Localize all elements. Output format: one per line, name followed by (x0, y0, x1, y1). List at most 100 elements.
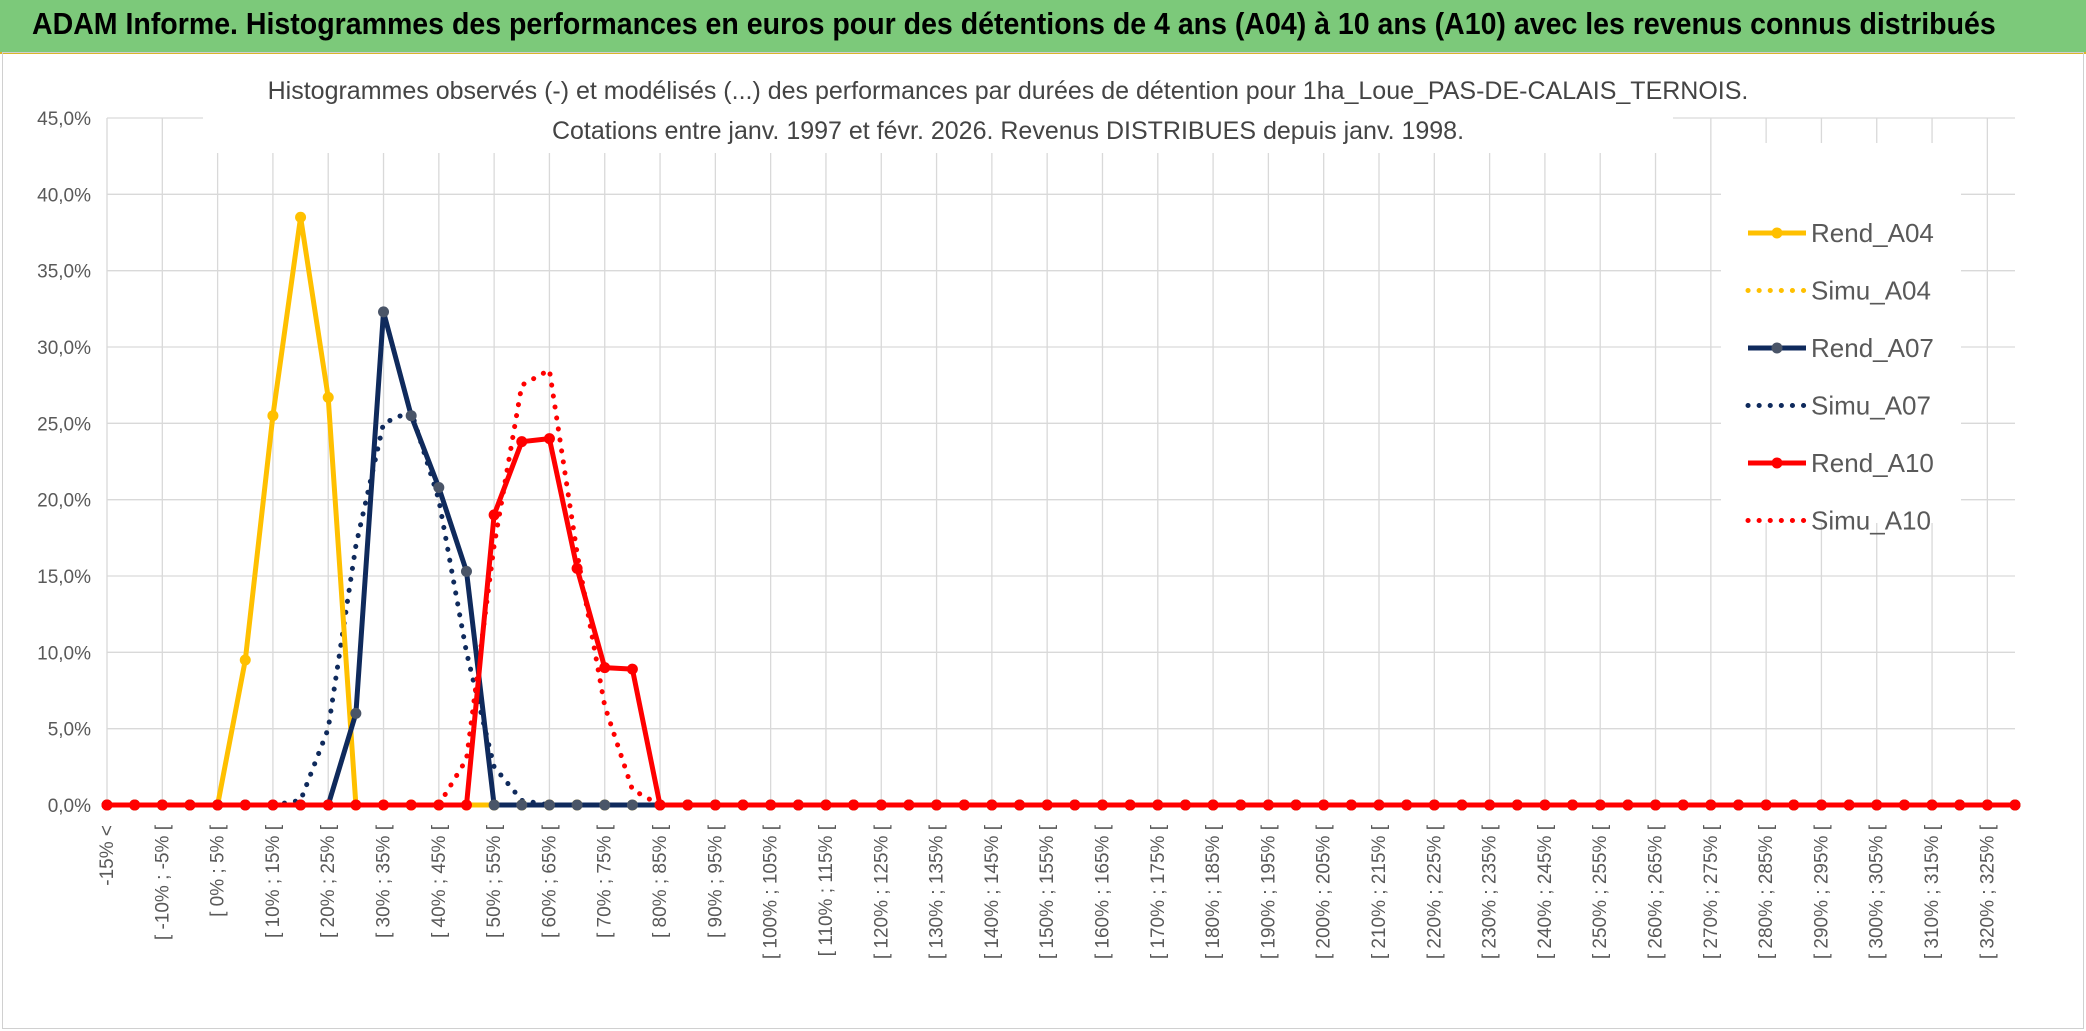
Rend_A10-point (986, 799, 998, 811)
x-tick-label: [ 200% ; 205% [ (1314, 824, 1335, 959)
x-tick-label: [ 280% ; 285% [ (1756, 824, 1777, 959)
x-tick-label: [ 110% ; 115% [ (816, 824, 837, 956)
Rend_A10-point (129, 799, 141, 811)
legend-marker (1771, 227, 1783, 239)
Rend_A10-point (433, 799, 445, 811)
Rend_A10-point (1760, 799, 1772, 811)
x-tick-label: [ 250% ; 255% [ (1590, 824, 1611, 959)
Rend_A10-point (848, 799, 860, 811)
legend-marker (1771, 457, 1783, 469)
Rend_A04-point (239, 654, 251, 666)
Rend_A10-point (1484, 799, 1496, 811)
Rend_A10-point (1235, 799, 1247, 811)
Rend_A10-point (875, 799, 887, 811)
Rend_A10-point (1843, 799, 1855, 811)
Rend_A10-point (1152, 799, 1164, 811)
x-tick-label: [ 40% ; 45% [ (429, 824, 450, 938)
y-axis: 0,0% 5,0% 10,0% 15,0% 20,0% 25,0% 30,0% 35,0% 40… (37, 109, 91, 817)
chart-area: Histogrammes observés (-) et modélisés (… (2, 52, 2084, 1029)
Rend_A10-point (267, 799, 279, 811)
Rend_A10-point (765, 799, 777, 811)
y-tick-label: 40,0% (37, 185, 91, 206)
Rend_A10-point (1539, 799, 1551, 811)
Rend_A10-point (903, 799, 915, 811)
Rend_A07-point (543, 799, 555, 811)
Rend_A10-point (1705, 799, 1717, 811)
Rend_A10-point (958, 799, 970, 811)
x-tick-label: [ 60% ; 65% [ (539, 824, 560, 938)
x-tick-label: [ 90% ; 95% [ (705, 824, 726, 938)
Rend_A10-point (654, 799, 666, 811)
y-tick-label: 35,0% (37, 262, 91, 283)
x-tick-label: [ -10% ; -5% [ (152, 824, 173, 940)
Rend_A10-point (682, 799, 694, 811)
Rend_A10-point (1401, 799, 1413, 811)
chart-title: Histogrammes observés (-) et modélisés (… (203, 73, 1748, 153)
legend-label: Rend_A04 (1811, 218, 1934, 248)
x-tick-label: [ 180% ; 185% [ (1203, 824, 1224, 959)
x-tick-label: [ 120% ; 125% [ (871, 824, 892, 959)
Rend_A10-point (571, 562, 583, 574)
Rend_A04-point (295, 211, 307, 223)
Rend_A10-point (516, 436, 528, 448)
Rend_A10-point (1871, 799, 1883, 811)
x-tick-label: [ 210% ; 215% [ (1369, 824, 1390, 959)
legend-marker (1771, 342, 1783, 354)
x-tick-label: [ 70% ; 75% [ (595, 824, 616, 938)
Rend_A10-point (2009, 799, 2021, 811)
Rend_A10-point (1428, 799, 1440, 811)
Rend_A10-point (1594, 799, 1606, 811)
Rend_A07-point (460, 565, 472, 577)
x-tick-label: [ 100% ; 105% [ (761, 824, 782, 959)
Rend_A07-point (433, 481, 445, 493)
Rend_A10-point (378, 799, 390, 811)
Rend_A07-point (626, 799, 638, 811)
chart-title-line1: Histogrammes observés (-) et modélisés (… (268, 77, 1749, 105)
Rend_A10-point (405, 799, 417, 811)
grid (106, 117, 2015, 806)
legend-label: Rend_A10 (1811, 448, 1934, 478)
Rend_A10-point (101, 799, 113, 811)
y-tick-label: 10,0% (37, 643, 91, 664)
Rend_A10-point (1207, 799, 1219, 811)
x-tick-label: [ 290% ; 295% [ (1811, 824, 1832, 959)
Rend_A10-point (1788, 799, 1800, 811)
Rend_A07-point (405, 410, 417, 422)
x-axis: -15% < [ -10% ; -5% [[ 0% ; 5% [[ 10% ; 1… (97, 824, 1998, 959)
Rend_A07-point (599, 799, 611, 811)
x-tick-label: [ 30% ; 35% [ (374, 824, 395, 938)
y-tick-label: 15,0% (37, 567, 91, 588)
Rend_A10-point (626, 663, 638, 675)
Rend_A10-point (1567, 799, 1579, 811)
Rend_A10-point (599, 662, 611, 674)
Rend_A04-point (322, 391, 334, 403)
Rend_A10-point (1041, 799, 1053, 811)
Rend_A10-point (1815, 799, 1827, 811)
Rend_A07-point (350, 707, 362, 719)
Rend_A07-point (378, 306, 390, 318)
x-tick-label: [ 170% ; 175% [ (1148, 824, 1169, 959)
legend-label: Simu_A10 (1811, 506, 1931, 536)
x-tick-label: [ 190% ; 195% [ (1258, 824, 1279, 959)
Rend_A10-point (184, 799, 196, 811)
x-tick-label: -15% < (97, 825, 118, 886)
Rend_A10-point (709, 799, 721, 811)
Rend_A10-point (460, 799, 472, 811)
x-tick-label: [ 10% ; 15% [ (263, 824, 284, 938)
legend-label: Simu_A07 (1811, 391, 1931, 421)
x-tick-label: [ 220% ; 225% [ (1424, 824, 1445, 959)
Rend_A10-point (1014, 799, 1026, 811)
x-tick-label: [ 150% ; 155% [ (1037, 824, 1058, 959)
Rend_A10-point (156, 799, 168, 811)
line-chart: Histogrammes observés (-) et modélisés (… (37, 73, 2021, 959)
title-background (203, 73, 1673, 153)
Rend_A07-point (571, 799, 583, 811)
legend-label: Simu_A04 (1811, 276, 1931, 306)
Rend_A10-point (1096, 799, 1108, 811)
Rend_A10-point (1650, 799, 1662, 811)
y-tick-label: 5,0% (48, 720, 91, 741)
Rend_A10-point (1622, 799, 1634, 811)
Rend_A07-point (516, 799, 528, 811)
x-tick-label: [ 160% ; 165% [ (1092, 824, 1113, 959)
Rend_A10-point (1290, 799, 1302, 811)
